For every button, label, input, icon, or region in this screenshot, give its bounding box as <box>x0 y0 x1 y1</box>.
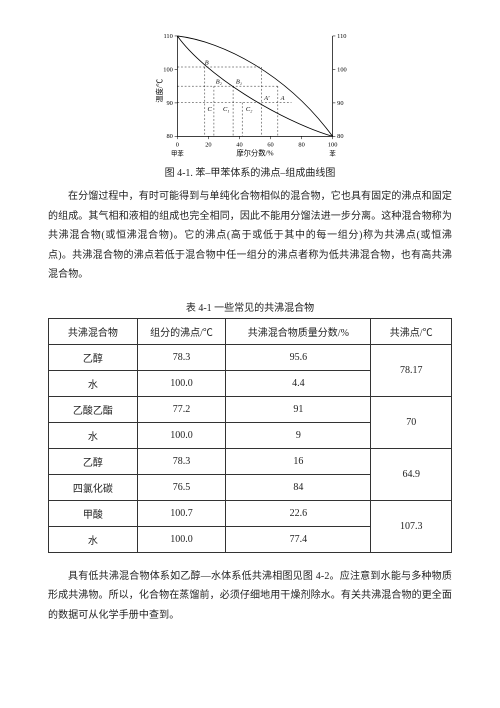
table-cell-bp: 64.9 <box>371 448 452 500</box>
table-row: 乙醇78.395.678.17 <box>49 344 452 370</box>
table-cell: 四氯化碳 <box>49 474 138 500</box>
svg-text:100: 100 <box>163 67 173 74</box>
svg-text:B₂: B₂ <box>216 78 223 85</box>
table-cell: 水 <box>49 370 138 396</box>
table-cell: 84 <box>226 474 371 500</box>
table-row: 乙酸乙酯77.29170 <box>49 396 452 422</box>
table-row: 甲酸100.722.6107.3 <box>49 500 452 526</box>
table-cell: 4.4 <box>226 370 371 396</box>
x-axis-label: 摩尔分数/% <box>236 149 273 158</box>
x2: 40 <box>236 141 242 148</box>
table-cell: 水 <box>49 526 138 552</box>
table-cell: 78.3 <box>137 448 226 474</box>
svg-text:C₂: C₂ <box>246 106 253 113</box>
svg-text:80: 80 <box>166 133 172 140</box>
table-cell: 100.7 <box>137 500 226 526</box>
azeotrope-table: 共沸混合物 组分的沸点/℃ 共沸混合物质量分数/% 共沸点/℃ 乙醇78.395… <box>48 318 452 553</box>
svg-text:C₁: C₁ <box>223 106 229 113</box>
svg-text:110: 110 <box>163 33 172 40</box>
paragraph-1: 在分馏过程中，有时可能得到与单纯化合物相似的混合物，它也具有固定的沸点和固定的组… <box>48 187 452 285</box>
svg-text:90: 90 <box>337 100 343 107</box>
svg-text:80: 80 <box>337 133 343 140</box>
x0: 0 <box>176 141 179 148</box>
table-cell-bp: 70 <box>371 396 452 448</box>
svg-text:B₁: B₁ <box>236 78 242 85</box>
table-cell: 91 <box>226 396 371 422</box>
col-3: 共沸点/℃ <box>371 318 452 344</box>
table-cell: 78.3 <box>137 344 226 370</box>
table-cell-bp: 78.17 <box>371 344 452 396</box>
table-cell: 100.0 <box>137 422 226 448</box>
table-cell: 76.5 <box>137 474 226 500</box>
table-cell-bp: 107.3 <box>371 500 452 552</box>
table-cell: 77.4 <box>226 526 371 552</box>
table-cell: 水 <box>49 422 138 448</box>
table-cell: 100.0 <box>137 370 226 396</box>
right-corner: 苯 <box>329 149 336 158</box>
table-cell: 乙醇 <box>49 448 138 474</box>
table-cell: 9 <box>226 422 371 448</box>
x1: 20 <box>205 141 211 148</box>
x3: 60 <box>267 141 273 148</box>
table-cell: 95.6 <box>226 344 371 370</box>
svg-text:90: 90 <box>166 100 172 107</box>
figure-caption: 图 4-1. 苯–甲苯体系的沸点–组成曲线图 <box>48 164 452 179</box>
table-header-row: 共沸混合物 组分的沸点/℃ 共沸混合物质量分数/% 共沸点/℃ <box>49 318 452 344</box>
table-caption: 表 4-1 一些常见的共沸混合物 <box>48 299 452 314</box>
table-cell: 乙酸乙酯 <box>49 396 138 422</box>
table-cell: 22.6 <box>226 500 371 526</box>
boiling-point-chart: 80 90 100 110 80 90 100 110 <box>150 18 360 158</box>
y-axis-label: 温度/℃ <box>155 79 164 103</box>
col-0: 共沸混合物 <box>49 318 138 344</box>
x4: 80 <box>298 141 304 148</box>
table-cell: 100.0 <box>137 526 226 552</box>
paragraph-2: 具有低共沸混合物体系如乙醇—水体系低共沸相图见图 4-2。应注意到水能与多种物质… <box>48 567 452 626</box>
svg-text:110: 110 <box>337 33 346 40</box>
svg-text:B: B <box>205 59 209 66</box>
col-1: 组分的沸点/℃ <box>137 318 226 344</box>
table-cell: 乙醇 <box>49 344 138 370</box>
svg-text:C: C <box>208 106 213 113</box>
svg-text:A': A' <box>263 95 270 102</box>
svg-text:A: A <box>280 95 285 102</box>
left-corner: 甲苯 <box>171 149 184 158</box>
table-cell: 甲酸 <box>49 500 138 526</box>
svg-text:100: 100 <box>337 67 347 74</box>
table-cell: 77.2 <box>137 396 226 422</box>
table-cell: 16 <box>226 448 371 474</box>
x5: 100 <box>328 141 338 148</box>
table-row: 乙醇78.31664.9 <box>49 448 452 474</box>
col-2: 共沸混合物质量分数/% <box>226 318 371 344</box>
